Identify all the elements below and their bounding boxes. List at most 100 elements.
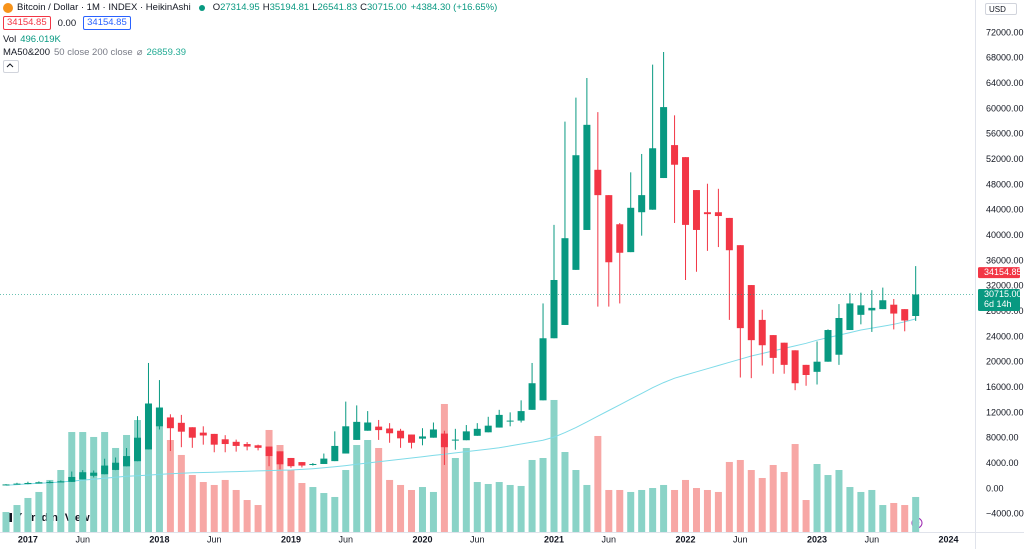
volume-bar xyxy=(375,447,383,532)
candle-body xyxy=(780,342,788,365)
volume-bar xyxy=(627,491,635,532)
y-tick-label: 40000.00 xyxy=(986,230,1024,240)
volume-bar xyxy=(890,502,898,532)
volume-bar xyxy=(254,505,262,532)
volume-bar xyxy=(243,500,251,532)
volume-bar xyxy=(90,436,98,532)
candle-body xyxy=(24,482,32,485)
x-tick-label: Jun xyxy=(339,534,354,544)
ohlc-field: L26541.83 xyxy=(312,2,357,13)
y-tick-label: 32000.00 xyxy=(986,281,1024,291)
candle-body xyxy=(364,422,372,431)
ma-value: 26859.39 xyxy=(146,47,187,58)
candle-body xyxy=(758,319,766,346)
axis-layer: −4000.00 0.00 4000.00 8000.00 12000.00 16000.… xyxy=(0,27,1024,544)
volume-bar xyxy=(802,500,810,532)
volume-name[interactable]: Vol xyxy=(3,34,17,45)
candle-body xyxy=(101,465,109,475)
collapse-row xyxy=(3,60,19,73)
candle-body xyxy=(342,426,350,454)
volume-bar xyxy=(451,458,459,532)
candle-body xyxy=(703,212,711,215)
candle-body xyxy=(331,445,339,462)
price-tag xyxy=(978,288,1020,311)
y-tick-label: 56000.00 xyxy=(986,129,1024,139)
volume-bar xyxy=(769,464,777,532)
volume-bar xyxy=(46,479,54,532)
candle-body xyxy=(813,361,821,372)
button-row: 34154.85 0.00 34154.85 xyxy=(3,16,131,30)
candle-body xyxy=(528,383,536,410)
x-tick-label: Jun xyxy=(602,534,617,544)
y-tick-label: 24000.00 xyxy=(986,331,1024,341)
candle-body xyxy=(298,462,306,466)
candle-body xyxy=(714,212,722,217)
y-tick-label: −4000.00 xyxy=(986,509,1024,519)
candle-body xyxy=(594,169,602,196)
volume-bar xyxy=(440,403,448,532)
x-tick-label: 2018 xyxy=(149,534,169,544)
candle-body xyxy=(725,217,733,251)
volume-bar xyxy=(331,496,339,532)
candle-body xyxy=(890,304,898,314)
ohlc-key: L xyxy=(312,2,318,13)
symbol[interactable]: Bitcoin / Dollar · 1M · INDEX · HeikinAs… xyxy=(17,2,191,13)
ohlc-value: 27314.95 xyxy=(220,2,260,13)
volume-bar xyxy=(703,489,711,532)
candle-body xyxy=(144,403,152,450)
y-tick-label: 48000.00 xyxy=(986,179,1024,189)
collapse-button[interactable] xyxy=(3,60,19,73)
x-tick-label: Jun xyxy=(75,534,90,544)
sell-button[interactable]: 34154.85 xyxy=(3,16,51,30)
buy-button[interactable]: 34154.85 xyxy=(83,16,131,30)
candle-body xyxy=(736,245,744,329)
candle-body xyxy=(660,107,668,179)
volume-bar xyxy=(758,477,766,532)
candle-body xyxy=(857,305,865,315)
candle-body xyxy=(506,420,514,422)
volume-bar xyxy=(791,444,799,532)
currency-select[interactable]: USD xyxy=(985,3,1017,15)
candle-body xyxy=(879,300,887,310)
x-tick-label: 2021 xyxy=(544,534,564,544)
candle-body xyxy=(484,425,492,433)
price-tag-label: 34154.85 xyxy=(984,267,1022,277)
ohlc-key: H xyxy=(262,2,270,13)
y-tick-label: 64000.00 xyxy=(986,78,1024,88)
candle-body xyxy=(627,207,635,253)
volume-bar xyxy=(495,482,503,532)
volume-bar xyxy=(35,491,43,532)
y-tick-label: 28000.00 xyxy=(986,306,1024,316)
volume-bar xyxy=(517,485,525,532)
candle-body xyxy=(495,414,503,428)
ma-line xyxy=(5,318,916,486)
ohlc-key: C xyxy=(360,2,367,13)
y-tick-label: 12000.00 xyxy=(986,407,1024,417)
candle-body xyxy=(68,476,76,482)
ma-name[interactable]: MA50&200 xyxy=(3,47,51,58)
candle-body xyxy=(649,148,657,210)
candle-body xyxy=(671,145,679,165)
volume-bar xyxy=(298,483,306,532)
candle-body xyxy=(123,456,131,467)
x-tick-label: 2019 xyxy=(281,534,301,544)
status-dot xyxy=(198,4,205,11)
ohlc-key: O xyxy=(212,2,221,13)
candle-body xyxy=(440,433,448,448)
candle-body xyxy=(386,428,394,434)
candle-body xyxy=(177,422,185,432)
candle-body xyxy=(572,155,580,270)
candle-body xyxy=(517,411,525,421)
volume-bar xyxy=(879,505,887,532)
candle-body xyxy=(90,472,98,476)
candle-body xyxy=(155,407,163,427)
candle-body xyxy=(397,430,405,439)
ohlc-value: 26541.83 xyxy=(317,2,358,13)
candle-body xyxy=(134,437,142,462)
volume-bar xyxy=(528,459,536,532)
volume-bar xyxy=(418,487,426,532)
candle-body xyxy=(802,364,810,375)
candle-body xyxy=(429,429,437,438)
candle-body xyxy=(320,458,328,464)
